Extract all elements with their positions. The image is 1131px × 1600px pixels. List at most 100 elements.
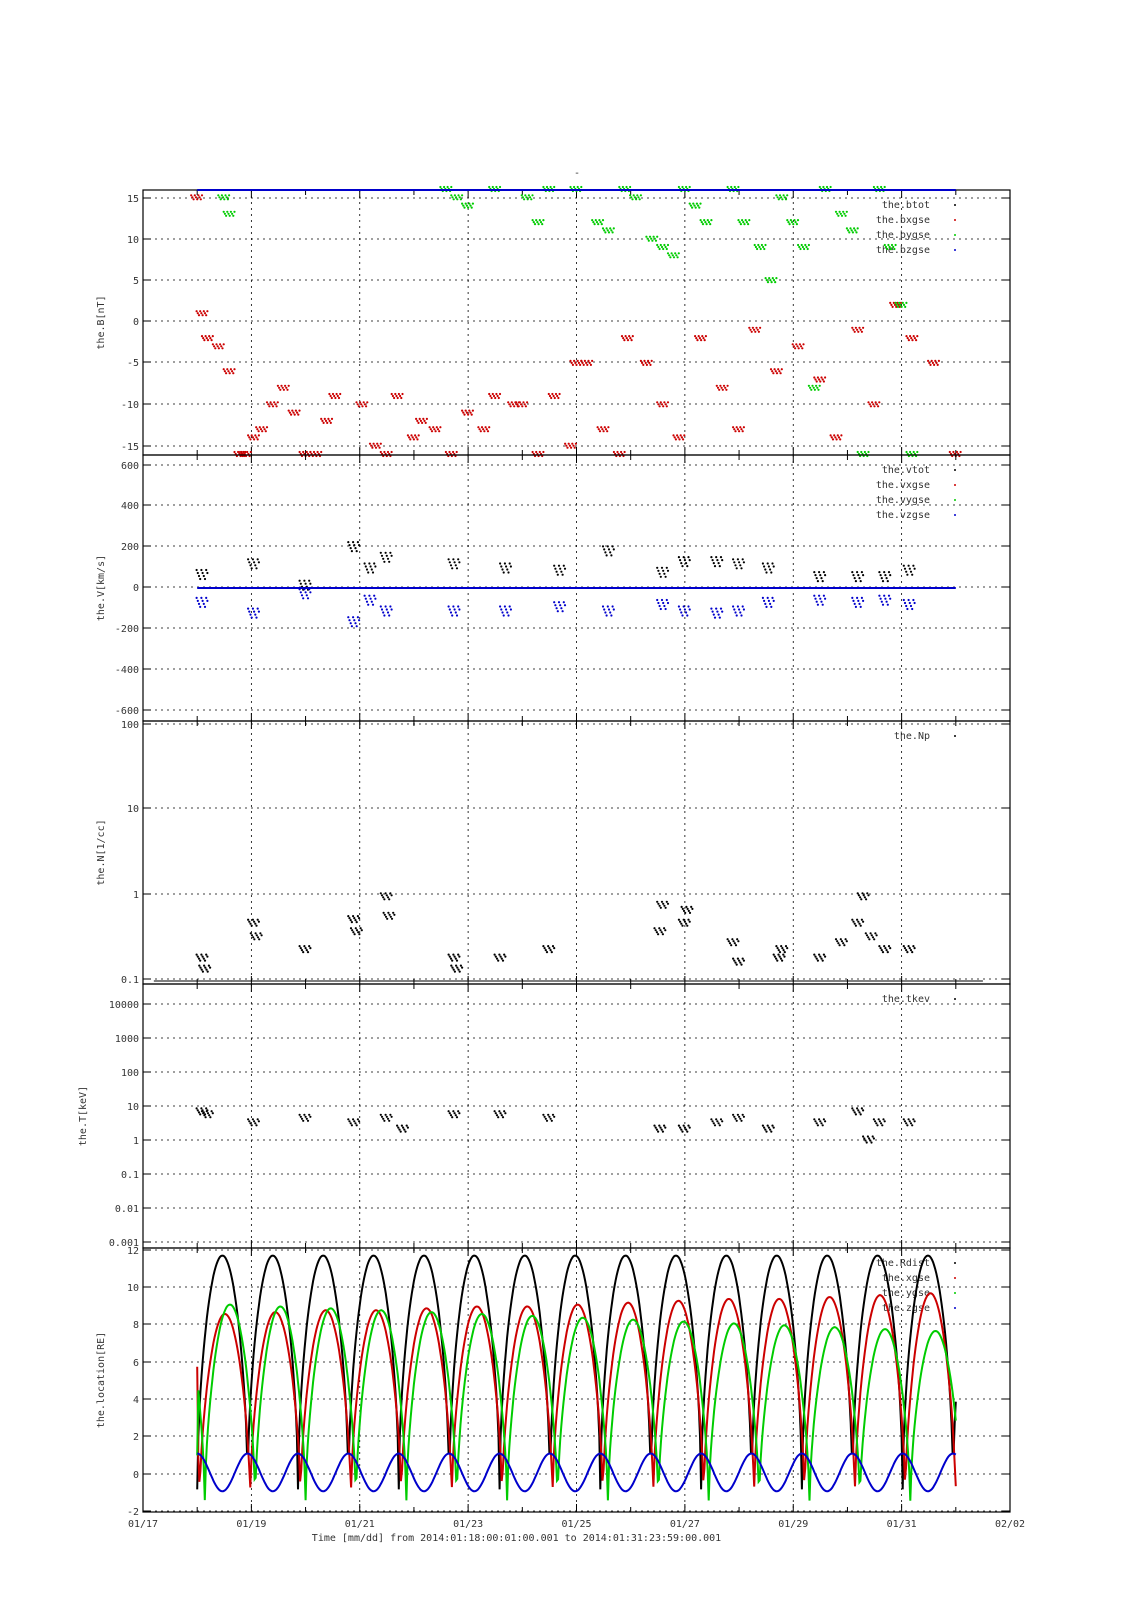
data-point-bygse [611, 231, 614, 234]
data-point-bxgse [202, 310, 205, 313]
data-point-Np [551, 945, 555, 948]
data-point-bygse [677, 252, 680, 255]
data-point-vtot [821, 580, 824, 583]
data-point-vtot [857, 574, 860, 577]
data-point-bygse [812, 386, 815, 389]
data-point-Np [777, 953, 780, 956]
data-point-bxgse [264, 430, 267, 433]
data-point-bygse [220, 194, 223, 197]
data-point-Np [686, 924, 689, 927]
data-point-bygse [880, 185, 883, 189]
data-point-bygse [462, 204, 465, 207]
data-point-vtot [368, 562, 371, 565]
data-point-vtot [503, 562, 506, 565]
data-point-tkev [200, 1107, 203, 1110]
data-point-Np [660, 931, 663, 934]
data-point-tkev [688, 1126, 691, 1129]
data-point-tkev [256, 1118, 259, 1121]
data-point-bxgse [936, 363, 939, 366]
data-point-vtot [253, 561, 256, 564]
data-point-tkev [856, 1107, 859, 1110]
data-point-vzgse [507, 614, 510, 617]
data-point-Np [836, 940, 839, 943]
data-point-vzgse [851, 596, 854, 600]
data-point-bxgse [756, 328, 759, 331]
data-point-bygse [605, 227, 608, 230]
data-point-tkev [497, 1116, 500, 1119]
data-point-Np [452, 953, 455, 956]
data-point-Np [867, 894, 870, 897]
data-point-bygse [804, 243, 807, 247]
data-point-bygse [219, 198, 222, 201]
data-point-bxgse [829, 434, 832, 437]
data-point-Np [781, 947, 784, 950]
data-point-Np [677, 918, 681, 921]
data-point-bygse [789, 219, 793, 222]
data-point-Np [857, 920, 860, 923]
data-point-vzgse [813, 594, 816, 597]
data-point-bxgse [438, 430, 441, 433]
data-point-vtot [733, 561, 736, 564]
data-point-Np [654, 929, 657, 932]
data-point-bygse [542, 219, 545, 222]
data-point-tkev [772, 1126, 775, 1129]
data-point-tkev [457, 1110, 460, 1113]
y-tick-label: 4 [133, 1395, 139, 1406]
data-point-vtot [303, 579, 306, 582]
data-point-Np [665, 900, 668, 903]
data-point-bxgse [357, 405, 360, 408]
data-point-Np [252, 936, 255, 939]
data-point-bxgse [316, 450, 319, 454]
data-point-tkev [680, 1128, 683, 1131]
data-point-bxgse [616, 450, 619, 454]
data-point-vtot [249, 564, 252, 567]
data-point-bygse [860, 450, 863, 454]
data-point-bxgse [602, 430, 605, 433]
data-point-Np [738, 959, 741, 962]
data-point-tkev [499, 1112, 502, 1115]
data-point-bxgse [755, 326, 758, 329]
data-point-Np [861, 892, 864, 895]
data-point-vzgse [251, 607, 254, 610]
data-point-tkev [764, 1128, 767, 1131]
data-point-bygse [657, 245, 660, 249]
data-point-vtot [448, 561, 451, 564]
data-point-Np [663, 927, 666, 930]
data-point-Np [253, 938, 256, 941]
data-point-tkev [711, 1120, 714, 1123]
data-point-vzgse [739, 611, 742, 614]
data-point-bygse [850, 229, 853, 232]
legend-label: the.vxgse [876, 480, 930, 491]
data-point-bxgse [572, 444, 575, 447]
data-point-bxgse [334, 396, 337, 400]
data-point-tkev [715, 1118, 718, 1121]
data-point-bxgse [897, 303, 900, 306]
data-point-bygse [526, 198, 529, 201]
data-point-Np [819, 955, 822, 958]
data-point-vtot [509, 565, 512, 568]
data-point-vtot [765, 571, 768, 574]
data-point-tkev [308, 1113, 311, 1116]
data-point-vtot [350, 550, 353, 553]
data-point-tkev [205, 1110, 208, 1113]
data-point-bygse [839, 212, 842, 215]
data-point-bxgse [465, 411, 468, 414]
data-point-vzgse [765, 605, 768, 609]
data-point-vzgse [601, 605, 605, 608]
data-point-vtot [815, 577, 818, 580]
data-point-Np [733, 942, 736, 945]
data-point-bxgse [339, 392, 342, 396]
data-point-bygse [774, 281, 777, 284]
data-point-vzgse [201, 599, 204, 603]
data-point-bxgse [432, 426, 435, 429]
data-point-bygse [604, 231, 607, 234]
y-tick-label: -10 [121, 400, 139, 411]
data-point-vzgse [767, 599, 771, 603]
data-point-tkev [912, 1118, 915, 1121]
data-point-bxgse [324, 419, 328, 422]
data-point-vzgse [389, 605, 392, 608]
y-axis-label: the.location[RE] [96, 1332, 107, 1428]
data-point-bxgse [322, 421, 325, 424]
data-point-bxgse [223, 370, 226, 373]
data-point-Np [393, 913, 396, 916]
